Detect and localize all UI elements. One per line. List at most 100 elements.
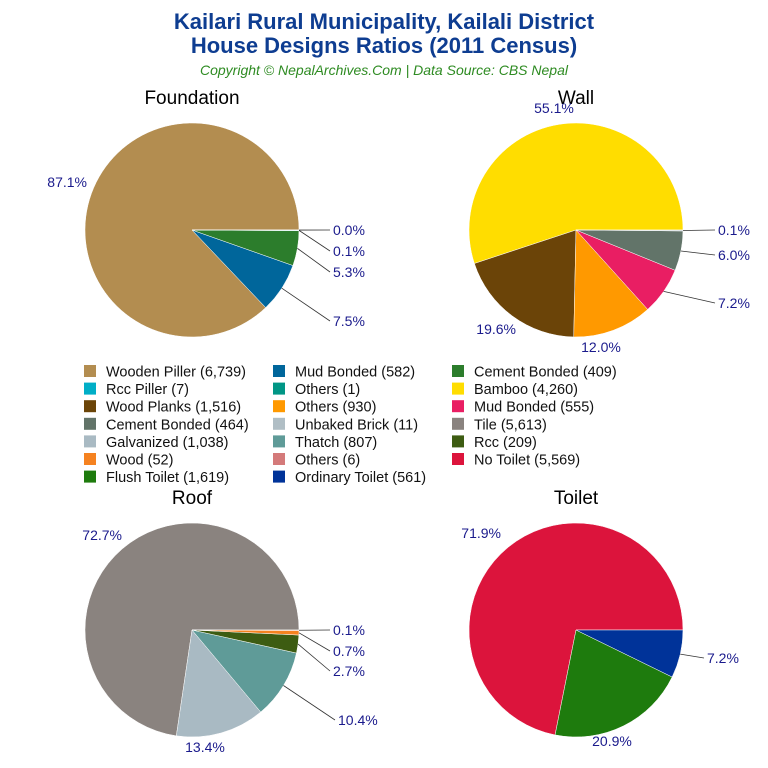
percent-label: 71.9% xyxy=(461,525,501,541)
legend-label: Bamboo (4,260) xyxy=(474,382,578,398)
legend-label: Tile (5,613) xyxy=(474,417,547,433)
pie-slice xyxy=(554,629,673,738)
leader-line xyxy=(298,632,331,652)
percent-label: 0.1% xyxy=(718,222,750,238)
legend-label: Wooden Piller (6,739) xyxy=(106,365,246,381)
legend-swatch xyxy=(84,365,96,377)
legend-swatch xyxy=(84,453,96,465)
percent-label: 7.2% xyxy=(718,295,750,311)
legend-item: Others (930) xyxy=(273,400,376,416)
leader-line xyxy=(298,230,331,252)
pie-slice xyxy=(84,522,300,737)
pie-slice xyxy=(176,629,262,738)
legend-label: Rcc Piller (7) xyxy=(106,382,189,398)
legend-label: Thatch (807) xyxy=(295,435,377,451)
legend-item: Rcc Piller (7) xyxy=(84,382,189,398)
percent-label: 10.4% xyxy=(338,712,378,728)
percent-label: 72.7% xyxy=(82,527,122,543)
legend-label: Others (930) xyxy=(295,400,376,416)
legend-item: Bamboo (4,260) xyxy=(452,382,578,398)
legend-label: Wood (52) xyxy=(106,453,173,469)
pie-title: Foundation xyxy=(144,88,239,109)
legend-swatch xyxy=(84,400,96,413)
pie-title: Wall xyxy=(558,88,594,109)
pie-slice xyxy=(468,122,684,264)
leader-line xyxy=(283,685,336,721)
pie-title: Toilet xyxy=(554,488,599,509)
legend-label: Wood Planks (1,516) xyxy=(106,400,241,416)
legend-label: Mud Bonded (555) xyxy=(474,400,594,416)
pie-foundation: Foundation 87.1% 7.5% 5.3% 0.1% 0.0% xyxy=(47,88,365,338)
legend-swatch xyxy=(452,382,464,395)
legend-swatch xyxy=(273,435,285,448)
pie-slice xyxy=(468,522,684,736)
legend-swatch xyxy=(452,417,464,430)
legend-swatch xyxy=(84,470,96,483)
legend-item: Mud Bonded (555) xyxy=(452,400,594,416)
percent-label: 20.9% xyxy=(592,733,632,749)
legend-swatch xyxy=(84,435,96,448)
legend: Wooden Piller (6,739) Mud Bonded (582) Cem… xyxy=(84,365,617,486)
percent-label: 0.1% xyxy=(333,622,365,638)
percent-label: 12.0% xyxy=(581,339,621,355)
legend-item: Others (6) xyxy=(273,453,360,469)
legend-swatch xyxy=(452,400,464,413)
pie-toilet: Toilet 71.9% 20.9% 7.2% xyxy=(461,488,739,749)
percent-label: 2.7% xyxy=(333,663,365,679)
legend-item: Cement Bonded (464) xyxy=(84,417,249,433)
legend-label: Ordinary Toilet (561) xyxy=(295,470,426,486)
leader-line xyxy=(297,643,331,672)
legend-item: Wooden Piller (6,739) xyxy=(84,365,246,381)
percent-label: 0.0% xyxy=(333,222,365,238)
legend-item: Wood (52) xyxy=(84,453,173,469)
pie-roof: Roof 72.7% 13.4% 10.4% 2.7% 0.7% 0.1% xyxy=(82,488,377,755)
legend-item: Wood Planks (1,516) xyxy=(84,400,241,416)
legend-swatch xyxy=(84,382,96,395)
legend-item: Others (1) xyxy=(273,382,360,398)
legend-item: No Toilet (5,569) xyxy=(452,453,580,469)
legend-label: Cement Bonded (464) xyxy=(106,417,249,433)
legend-label: Cement Bonded (409) xyxy=(474,365,617,381)
percent-label: 55.1% xyxy=(534,100,574,116)
legend-label: Galvanized (1,038) xyxy=(106,435,229,451)
legend-item: Flush Toilet (1,619) xyxy=(84,470,229,486)
percent-label: 6.0% xyxy=(718,247,750,263)
pie-slice xyxy=(573,229,649,338)
percent-label: 7.2% xyxy=(707,650,739,666)
title-line2: House Designs Ratios (2011 Census) xyxy=(191,33,577,58)
legend-item: Mud Bonded (582) xyxy=(273,365,415,381)
legend-label: Others (6) xyxy=(295,453,360,469)
legend-label: Mud Bonded (582) xyxy=(295,365,415,381)
legend-swatch xyxy=(452,365,464,377)
legend-swatch xyxy=(84,417,96,430)
pie-slice xyxy=(474,229,577,338)
legend-swatch xyxy=(452,435,464,448)
legend-item: Unbaked Brick (11) xyxy=(273,417,418,433)
legend-swatch xyxy=(273,365,285,377)
legend-label: Unbaked Brick (11) xyxy=(295,417,418,433)
legend-label: Flush Toilet (1,619) xyxy=(106,470,229,486)
legend-swatch xyxy=(273,417,285,430)
legend-swatch xyxy=(452,453,464,465)
percent-label: 0.7% xyxy=(333,643,365,659)
legend-item: Rcc (209) xyxy=(452,435,537,451)
leader-line xyxy=(281,287,331,322)
legend-swatch xyxy=(273,400,285,413)
percent-label: 0.1% xyxy=(333,243,365,259)
leader-line xyxy=(297,248,331,273)
legend-label: Others (1) xyxy=(295,382,360,398)
legend-item: Galvanized (1,038) xyxy=(84,435,229,451)
percent-label: 13.4% xyxy=(185,739,225,755)
percent-label: 7.5% xyxy=(333,313,365,329)
pie-title: Roof xyxy=(172,488,213,509)
leader-line xyxy=(663,291,716,304)
legend-swatch xyxy=(273,470,285,483)
percent-label: 87.1% xyxy=(47,174,87,190)
legend-item: Ordinary Toilet (561) xyxy=(273,470,426,486)
legend-swatch xyxy=(273,453,285,465)
title-line1: Kailari Rural Municipality, Kailali Dist… xyxy=(174,9,595,34)
leader-line xyxy=(680,250,716,256)
